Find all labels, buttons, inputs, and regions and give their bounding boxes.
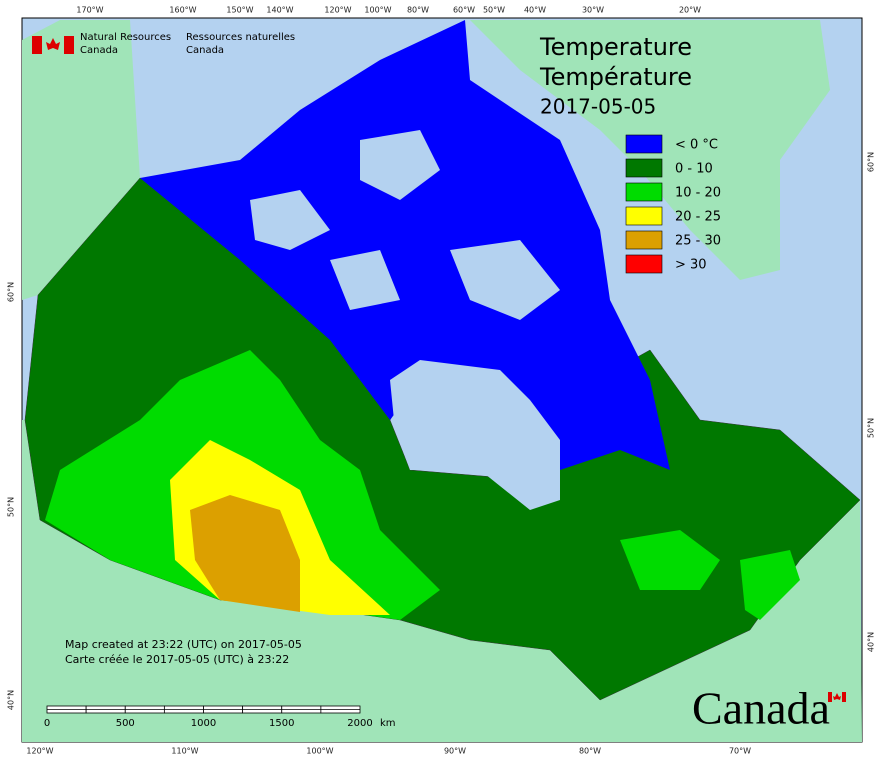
water [250, 130, 560, 510]
wordmark-logo: Canada [692, 683, 846, 734]
longitude-label: 140°W [266, 6, 293, 15]
latitude-label: 50°N [867, 418, 876, 438]
legend-swatch [625, 134, 663, 154]
longitude-label: 110°W [171, 747, 198, 756]
scale-label: 2000 [347, 718, 372, 729]
zone-below-0 [140, 20, 670, 470]
scale-unit: km [380, 718, 396, 729]
latitude-label: 60°N [7, 282, 16, 302]
longitude-label: 100°W [364, 6, 391, 15]
date: 2017-05-05 [540, 95, 656, 119]
org-name: Natural Resources [80, 32, 171, 43]
longitude-label: 60°W [453, 6, 475, 15]
legend-label: > 30 [675, 258, 707, 273]
arctic-water [250, 190, 330, 250]
scale-label: 1000 [191, 718, 216, 729]
latitude-label: 50°N [7, 497, 16, 517]
zone-25-30 [190, 495, 300, 612]
org-name: Canada [186, 45, 224, 56]
scale-bar: 0 500 1000 1500 2000 km [44, 705, 396, 729]
credit: Map created at 23:22 (UTC) on 2017-05-05 [65, 638, 302, 651]
usa [22, 420, 862, 742]
flag-bar [64, 36, 74, 54]
legend-label: 25 - 30 [675, 234, 721, 249]
longitude-label: 170°W [76, 6, 103, 15]
scale-label: 500 [116, 718, 135, 729]
legend-swatch [625, 158, 663, 178]
arctic-water [330, 250, 400, 310]
flag-bar [32, 36, 42, 54]
longitude-label: 100°W [306, 747, 333, 756]
arctic-water [450, 240, 560, 320]
graticule-labels: 170°W 160°W 150°W 140°W 120°W 100°W 80°W 60°W 50… [7, 6, 876, 756]
arctic-water [360, 130, 440, 200]
wordmark: Canada [692, 683, 830, 734]
hudson-bay [390, 360, 560, 510]
org-name: Ressources naturelles [186, 32, 295, 43]
longitude-label: 70°W [729, 747, 751, 756]
title: Température [539, 63, 692, 91]
longitude-label: 150°W [226, 6, 253, 15]
legend-label: 10 - 20 [675, 186, 721, 201]
legend-swatch [625, 230, 663, 250]
longitude-label: 40°W [524, 6, 546, 15]
legend-label: 0 - 10 [675, 162, 713, 177]
latitude-label: 40°N [7, 690, 16, 710]
legend: < 0 °C 0 - 10 10 - 20 20 - 25 25 - 30 > 30 [625, 134, 721, 274]
legend-label: < 0 °C [675, 138, 718, 153]
org-name: Canada [80, 45, 118, 56]
flag-bar [842, 692, 846, 702]
flag-bar [828, 692, 832, 702]
longitude-label: 20°W [679, 6, 701, 15]
longitude-label: 120°W [324, 6, 351, 15]
longitude-label: 120°W [26, 747, 53, 756]
logo: Natural Resources Canada Ressources natu… [32, 32, 295, 56]
title: Temperature [539, 33, 692, 61]
legend-swatch [625, 182, 663, 202]
alaska [22, 20, 140, 300]
longitude-label: 160°W [169, 6, 196, 15]
zone-10-20 [740, 550, 800, 620]
latitude-label: 60°N [867, 152, 876, 172]
legend-label: 20 - 25 [675, 210, 721, 225]
scale-label: 1500 [269, 718, 294, 729]
longitude-label: 50°W [483, 6, 505, 15]
legend-swatch [625, 254, 663, 274]
zone-10-20 [620, 530, 720, 590]
scale-label: 0 [44, 718, 50, 729]
longitude-label: 30°W [582, 6, 604, 15]
longitude-label: 90°W [444, 747, 466, 756]
longitude-label: 80°W [407, 6, 429, 15]
latitude-label: 40°N [867, 632, 876, 652]
legend-swatch [625, 206, 663, 226]
credit: Carte créée le 2017-05-05 (UTC) à 23:22 [65, 653, 289, 666]
longitude-label: 80°W [579, 747, 601, 756]
maple-leaf [833, 693, 841, 700]
maple-leaf [46, 38, 60, 50]
